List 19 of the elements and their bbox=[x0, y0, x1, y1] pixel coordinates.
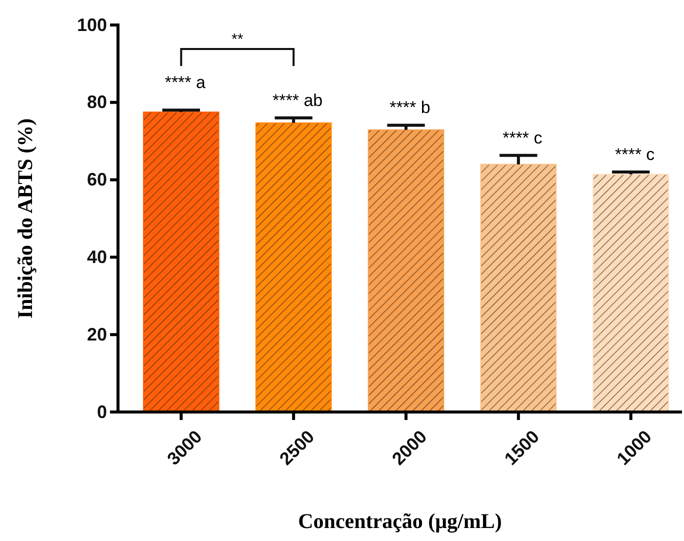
bar bbox=[592, 174, 670, 412]
annotation: **** c bbox=[615, 145, 656, 164]
bar bbox=[255, 122, 332, 412]
y-axis-title: Inibição do ABTS (%) bbox=[13, 118, 37, 319]
annotation: **** c bbox=[502, 128, 543, 148]
y-tick-label: 0 bbox=[96, 402, 107, 422]
y-tick-label: 60 bbox=[86, 170, 107, 190]
y-tick-label: 20 bbox=[86, 324, 107, 344]
y-tick-label: 100 bbox=[76, 14, 107, 35]
bar bbox=[142, 112, 220, 412]
annotation: **** a bbox=[164, 73, 206, 92]
y-tick-label: 80 bbox=[86, 92, 107, 112]
annotation: ** bbox=[232, 31, 244, 48]
bar bbox=[480, 164, 557, 412]
annotation: **** ab bbox=[272, 90, 323, 110]
x-axis-title: Concentração (μg/mL) bbox=[298, 509, 502, 533]
annotation: **** b bbox=[390, 98, 430, 118]
y-tick-label: 40 bbox=[86, 246, 107, 267]
bar bbox=[368, 129, 444, 412]
